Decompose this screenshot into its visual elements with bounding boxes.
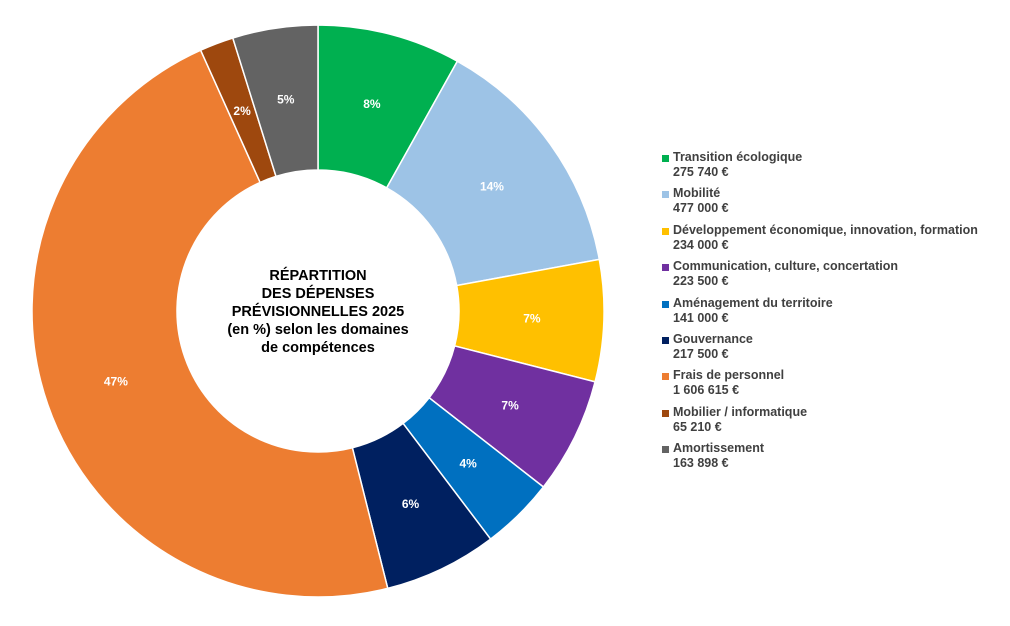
chart-title: RÉPARTITION DES DÉPENSES PRÉVISIONNELLES 2… (227, 267, 408, 356)
legend-value: 234 000 € (673, 237, 729, 252)
legend-label: Frais de personnel (673, 368, 785, 383)
legend-label: Mobilité (673, 186, 721, 201)
legend-value: 217 500 € (673, 346, 729, 361)
legend-swatch (662, 264, 669, 272)
legend-label: Développement économique, innovation, fo… (673, 222, 978, 237)
slice-1 (385, 60, 601, 287)
slice-percent-label: 7% (523, 311, 541, 325)
legend-item: Développement économique, innovation, fo… (662, 223, 1007, 259)
legend-item: Mobilité 477 000 € (662, 186, 1007, 222)
chart-title-line: (en %) selon les domaines (227, 322, 408, 338)
slice-percent-label: 47% (104, 374, 128, 388)
legend-value: 163 898 € (673, 456, 729, 471)
slice-percent-label: 8% (363, 97, 381, 111)
legend-value: 223 500 € (673, 274, 729, 289)
legend-item: Aménagement du territoire 141 000 € (662, 296, 1007, 332)
legend-swatch (662, 227, 669, 235)
legend-item: Communication, culture, concertation 223 … (662, 259, 1007, 295)
legend-swatch (662, 191, 669, 199)
legend-item: Frais de personnel 1 606 615 € (662, 368, 1007, 404)
legend-swatch (662, 409, 669, 417)
chart-title-line: DES DÉPENSES (262, 285, 375, 302)
legend-label: Mobilier / informatique (673, 404, 808, 419)
slice-percent-label: 7% (501, 398, 519, 412)
legend-swatch (662, 155, 669, 162)
legend-label: Aménagement du territoire (673, 295, 833, 310)
legend: Transition écologique 275 740 € Mobilité 47… (662, 150, 1007, 478)
slice-percent-label: 14% (480, 179, 504, 193)
slice-percent-label: 5% (277, 92, 295, 106)
legend-label: Communication, culture, concertation (673, 259, 899, 274)
legend-item: Mobilier / informatique 65 210 € (662, 405, 1007, 441)
slice-percent-label: 4% (460, 456, 478, 470)
legend-swatch (662, 300, 669, 308)
chart-title-line: RÉPARTITION (269, 267, 366, 284)
legend-swatch (662, 336, 669, 344)
donut-slices (31, 24, 605, 598)
legend-swatch (662, 446, 669, 454)
slice-6 (31, 49, 389, 598)
legend-label: Gouvernance (673, 331, 753, 346)
slice-percent-label: 6% (402, 497, 420, 511)
legend-label: Transition écologique (673, 150, 803, 164)
chart-title-line: de compétences (261, 340, 375, 356)
legend-value: 1 606 615 € (673, 383, 740, 398)
slice-8 (231, 24, 319, 178)
slice-percent-labels: 8% 14% 7% 7% 4% 6% 47% 2% 5% (104, 92, 541, 511)
legend-swatch (662, 373, 669, 381)
legend-value: 275 740 € (673, 165, 729, 179)
legend-value: 141 000 € (673, 310, 729, 325)
legend-value: 477 000 € (673, 201, 729, 216)
legend-item: Gouvernance 217 500 € (662, 332, 1007, 368)
legend-label: Amortissement (673, 441, 764, 456)
legend-item: Amortissement 163 898 € (662, 441, 1007, 477)
slice-percent-label: 2% (233, 104, 251, 118)
legend-item: Transition écologique 275 740 € (662, 150, 1007, 186)
legend-value: 65 210 € (673, 419, 722, 434)
chart-title-line: PRÉVISIONNELLES 2025 (232, 303, 404, 320)
